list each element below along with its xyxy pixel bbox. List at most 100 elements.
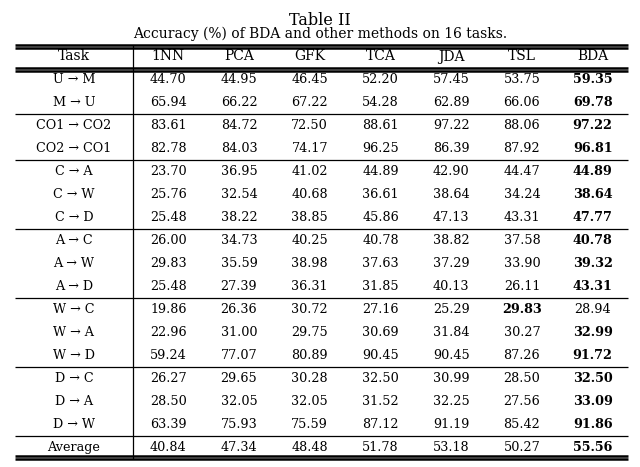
Text: 83.61: 83.61: [150, 119, 186, 132]
Text: 44.47: 44.47: [504, 165, 540, 178]
Text: 31.84: 31.84: [433, 326, 469, 339]
Text: 29.75: 29.75: [291, 326, 328, 339]
Text: M → U: M → U: [52, 96, 95, 109]
Text: TSL: TSL: [508, 50, 536, 64]
Text: 87.92: 87.92: [504, 142, 540, 155]
Text: 34.24: 34.24: [504, 188, 540, 201]
Text: 90.45: 90.45: [433, 349, 470, 362]
Text: 91.72: 91.72: [573, 349, 612, 362]
Text: 30.69: 30.69: [362, 326, 399, 339]
Text: 27.56: 27.56: [504, 395, 540, 408]
Text: 90.45: 90.45: [362, 349, 399, 362]
Text: 96.81: 96.81: [573, 142, 612, 155]
Text: 54.28: 54.28: [362, 96, 399, 109]
Text: W → D: W → D: [53, 349, 95, 362]
Text: 59.35: 59.35: [573, 73, 612, 86]
Text: 32.50: 32.50: [573, 372, 612, 385]
Text: 36.61: 36.61: [362, 188, 399, 201]
Text: A → W: A → W: [54, 257, 95, 270]
Text: 27.39: 27.39: [221, 280, 257, 293]
Text: 91.86: 91.86: [573, 418, 612, 431]
Text: 69.78: 69.78: [573, 96, 612, 109]
Text: 40.78: 40.78: [573, 234, 612, 247]
Text: 42.90: 42.90: [433, 165, 470, 178]
Text: 37.58: 37.58: [504, 234, 540, 247]
Text: 31.52: 31.52: [362, 395, 399, 408]
Text: 32.05: 32.05: [291, 395, 328, 408]
Text: W → A: W → A: [54, 326, 95, 339]
Text: A → C: A → C: [55, 234, 93, 247]
Text: 31.00: 31.00: [221, 326, 257, 339]
Text: 47.77: 47.77: [573, 211, 612, 224]
Text: 47.13: 47.13: [433, 211, 469, 224]
Text: 43.31: 43.31: [573, 280, 612, 293]
Text: 47.34: 47.34: [221, 441, 257, 454]
Text: 85.42: 85.42: [504, 418, 540, 431]
Text: 87.12: 87.12: [362, 418, 399, 431]
Text: 30.99: 30.99: [433, 372, 470, 385]
Text: U → M: U → M: [52, 73, 95, 86]
Text: BDA: BDA: [577, 50, 608, 64]
Text: 28.50: 28.50: [504, 372, 540, 385]
Text: 32.50: 32.50: [362, 372, 399, 385]
Text: 23.70: 23.70: [150, 165, 187, 178]
Text: 27.16: 27.16: [362, 303, 399, 316]
Text: 28.50: 28.50: [150, 395, 187, 408]
Text: Table II: Table II: [289, 12, 351, 29]
Text: 38.98: 38.98: [291, 257, 328, 270]
Text: 30.27: 30.27: [504, 326, 540, 339]
Text: 44.95: 44.95: [221, 73, 257, 86]
Text: 96.25: 96.25: [362, 142, 399, 155]
Text: 29.83: 29.83: [502, 303, 542, 316]
Text: 87.26: 87.26: [504, 349, 540, 362]
Text: 84.03: 84.03: [221, 142, 257, 155]
Text: 45.86: 45.86: [362, 211, 399, 224]
Text: 26.11: 26.11: [504, 280, 540, 293]
Text: 80.89: 80.89: [291, 349, 328, 362]
Text: 40.68: 40.68: [291, 188, 328, 201]
Text: 31.85: 31.85: [362, 280, 399, 293]
Text: 33.90: 33.90: [504, 257, 540, 270]
Text: 30.28: 30.28: [291, 372, 328, 385]
Text: 34.73: 34.73: [221, 234, 257, 247]
Text: 36.95: 36.95: [221, 165, 257, 178]
Text: C → W: C → W: [53, 188, 95, 201]
Text: CO1 → CO2: CO1 → CO2: [36, 119, 111, 132]
Text: 75.93: 75.93: [221, 418, 257, 431]
Text: Accuracy (%) of BDA and other methods on 16 tasks.: Accuracy (%) of BDA and other methods on…: [133, 27, 507, 42]
Text: 40.84: 40.84: [150, 441, 187, 454]
Text: 46.45: 46.45: [291, 73, 328, 86]
Text: 40.13: 40.13: [433, 280, 469, 293]
Text: 53.75: 53.75: [504, 73, 540, 86]
Text: 88.06: 88.06: [504, 119, 540, 132]
Text: 75.59: 75.59: [291, 418, 328, 431]
Text: 26.27: 26.27: [150, 372, 187, 385]
Text: 32.25: 32.25: [433, 395, 470, 408]
Text: 37.63: 37.63: [362, 257, 399, 270]
Text: 19.86: 19.86: [150, 303, 186, 316]
Text: 66.22: 66.22: [221, 96, 257, 109]
Text: 38.82: 38.82: [433, 234, 470, 247]
Text: Average: Average: [47, 441, 100, 454]
Text: 25.48: 25.48: [150, 280, 187, 293]
Text: 84.72: 84.72: [221, 119, 257, 132]
Text: 77.07: 77.07: [221, 349, 257, 362]
Text: CO2 → CO1: CO2 → CO1: [36, 142, 111, 155]
Text: 33.09: 33.09: [573, 395, 612, 408]
Text: 38.85: 38.85: [291, 211, 328, 224]
Text: 25.76: 25.76: [150, 188, 187, 201]
Text: 44.89: 44.89: [362, 165, 399, 178]
Text: 30.72: 30.72: [291, 303, 328, 316]
Text: 50.27: 50.27: [504, 441, 540, 454]
Text: 67.22: 67.22: [291, 96, 328, 109]
Text: 36.31: 36.31: [291, 280, 328, 293]
Text: 44.89: 44.89: [573, 165, 612, 178]
Text: 32.05: 32.05: [221, 395, 257, 408]
Text: 38.22: 38.22: [221, 211, 257, 224]
Text: 63.39: 63.39: [150, 418, 187, 431]
Text: Task: Task: [58, 50, 90, 64]
Text: 88.61: 88.61: [362, 119, 399, 132]
Text: 37.29: 37.29: [433, 257, 470, 270]
Text: 91.19: 91.19: [433, 418, 469, 431]
Text: 48.48: 48.48: [291, 441, 328, 454]
